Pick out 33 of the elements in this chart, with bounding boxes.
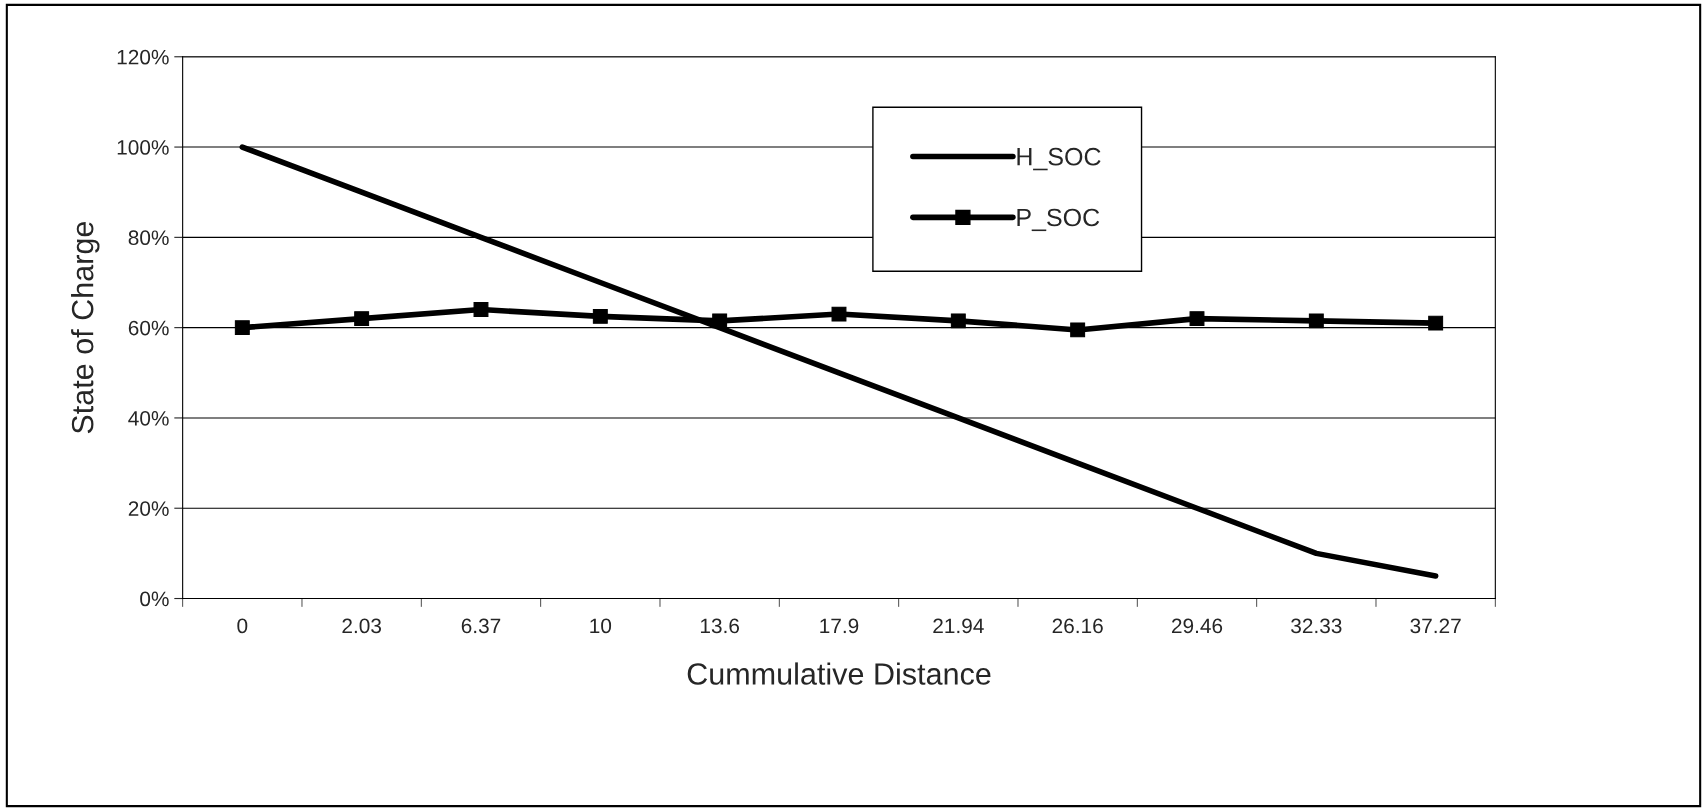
point bbox=[234, 320, 250, 336]
y-tick-label: 120% bbox=[117, 49, 169, 65]
x-tick-label: 32.33 bbox=[1291, 618, 1342, 634]
point bbox=[354, 311, 370, 327]
y-tick-label: 40% bbox=[128, 410, 169, 426]
x-tick-label: 10 bbox=[590, 618, 612, 634]
x-tick-label: 29.46 bbox=[1171, 618, 1223, 634]
x-tick-label: 13.6 bbox=[700, 618, 740, 634]
x-tick-label: 17.9 bbox=[820, 618, 859, 634]
y-tick-label: 0% bbox=[140, 591, 169, 607]
point bbox=[831, 306, 847, 322]
x-tick-label: 2.03 bbox=[342, 618, 382, 634]
x-axis-title: Cummulative Distance bbox=[687, 662, 991, 685]
legend-label: H_SOC bbox=[1017, 147, 1101, 171]
point bbox=[1308, 313, 1324, 329]
x-tick-label: 6.37 bbox=[461, 618, 501, 634]
point bbox=[712, 313, 728, 329]
x-tick-label: 26.16 bbox=[1052, 618, 1103, 634]
x-tick-label: 0 bbox=[237, 618, 248, 634]
y-tick-label: 80% bbox=[128, 230, 169, 246]
point bbox=[1189, 311, 1205, 327]
y-tick-label: 20% bbox=[128, 501, 169, 516]
x-tick-label: 21.94 bbox=[933, 618, 984, 634]
point bbox=[950, 313, 966, 329]
point bbox=[473, 302, 489, 318]
point bbox=[1428, 315, 1444, 331]
y-axis-title: State of Charge bbox=[71, 221, 100, 434]
point bbox=[1070, 322, 1086, 338]
x-tick-label: 37.27 bbox=[1410, 618, 1461, 634]
legend-label: P_SOC bbox=[1017, 208, 1100, 232]
point bbox=[592, 308, 608, 324]
y-tick-label: 60% bbox=[128, 320, 169, 336]
y-tick-label: 100% bbox=[117, 140, 169, 155]
